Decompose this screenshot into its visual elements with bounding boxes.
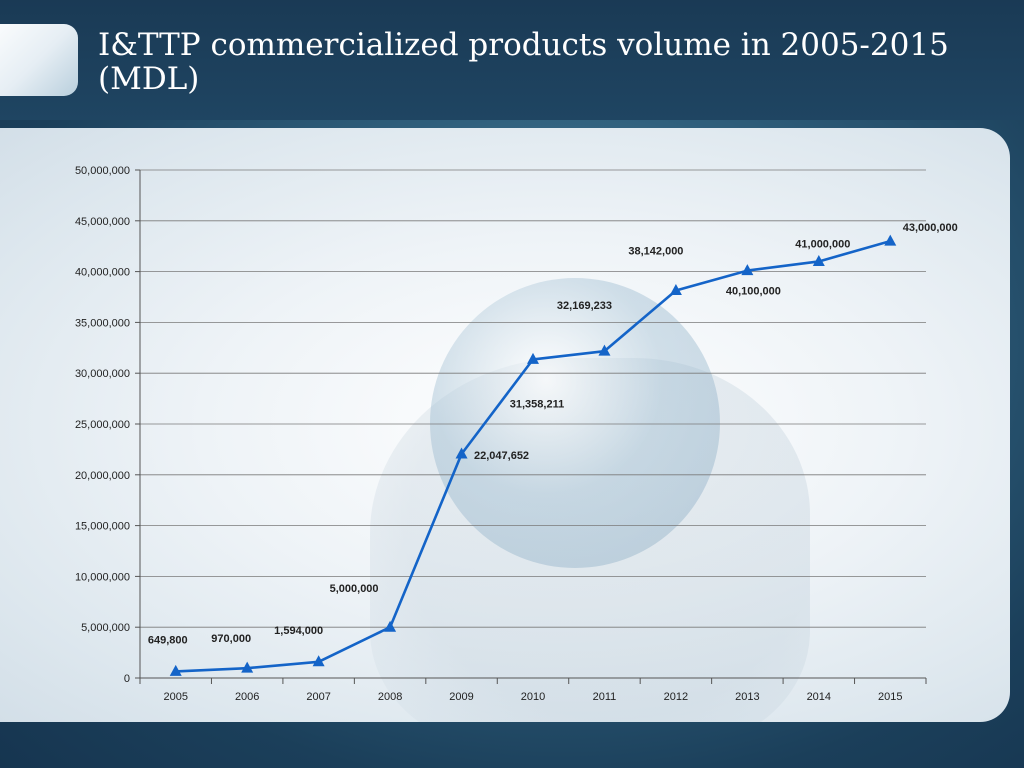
y-tick-label: 5,000,000: [81, 622, 130, 634]
series-line: [175, 239, 891, 673]
x-tick-label: 2014: [807, 691, 831, 703]
data-point-marker: [384, 620, 397, 632]
data-label: 22,047,652: [474, 450, 529, 462]
slide-title: I&TTP commercialized products volume in …: [98, 27, 949, 97]
corner-decoration: [0, 24, 78, 96]
x-tick-label: 2006: [235, 691, 259, 703]
data-point-marker: [241, 661, 254, 673]
y-tick-label: 10,000,000: [75, 571, 130, 583]
data-point-marker: [598, 344, 611, 356]
header-band: [0, 0, 1024, 120]
data-label: 1,594,000: [274, 625, 323, 637]
x-tick-label: 2008: [378, 691, 402, 703]
y-tick-label: 35,000,000: [75, 317, 130, 329]
y-tick-label: 0: [124, 673, 130, 685]
data-label: 970,000: [211, 633, 251, 645]
series-line-group: [169, 234, 897, 676]
data-point-marker: [455, 447, 468, 459]
data-label: 32,169,233: [557, 300, 612, 312]
x-tick-label: 2015: [878, 691, 902, 703]
x-tick-label: 2012: [664, 691, 688, 703]
chart-panel: [0, 128, 1010, 722]
data-point-marker: [169, 664, 182, 676]
data-label: 38,142,000: [628, 245, 683, 257]
data-point-marker: [884, 234, 897, 246]
data-point-marker: [527, 352, 539, 364]
x-tick-label: 2007: [306, 691, 330, 703]
x-tick-label: 2013: [735, 691, 759, 703]
data-label: 31,358,211: [510, 398, 564, 410]
data-label: 43,000,000: [903, 222, 958, 234]
data-labels: 649,800 970,000 1,594,000 5,000,000 22,047,6…: [148, 222, 958, 646]
x-tick-label: 2011: [593, 691, 617, 703]
data-label: 41,000,000: [795, 238, 850, 250]
data-point-marker: [669, 283, 682, 295]
x-tick-label: 2005: [163, 691, 187, 703]
x-tick-label: 2010: [521, 691, 545, 703]
y-tick-label: 40,000,000: [75, 267, 130, 279]
x-tick-label: 2009: [449, 691, 473, 703]
y-tick-label: 50,000,000: [75, 165, 130, 177]
x-axis-ticks: 2005 2006 2007 2008 2009 2010 2011 2012 2013 2014…: [139, 678, 927, 703]
data-point-marker: [741, 264, 754, 276]
data-point-marker: [812, 254, 825, 266]
y-axis-ticks: 0 5,000,000 10,000,000 15,000,000 20,000,000…: [75, 165, 140, 685]
grid-lines: [140, 169, 926, 628]
globe-background-image: [430, 278, 720, 568]
data-label: 649,800: [148, 634, 188, 646]
y-tick-label: 20,000,000: [75, 470, 130, 482]
y-tick-label: 15,000,000: [75, 521, 130, 533]
y-tick-label: 30,000,000: [75, 368, 130, 380]
data-point-marker: [312, 655, 325, 667]
y-tick-label: 25,000,000: [75, 419, 130, 431]
y-tick-label: 45,000,000: [75, 216, 130, 228]
data-label: 40,100,000: [726, 286, 781, 298]
data-label: 5,000,000: [330, 583, 379, 595]
